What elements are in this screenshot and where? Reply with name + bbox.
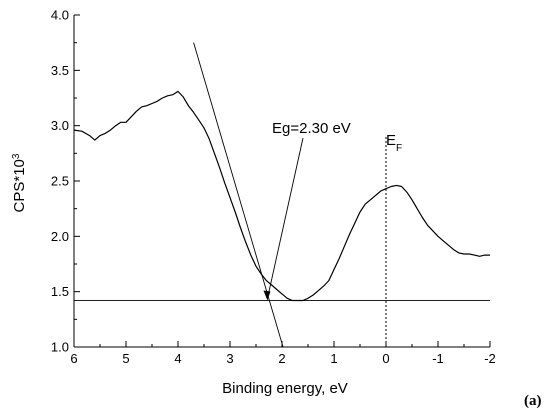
eg-arrow-head xyxy=(263,290,271,301)
x-tick-label: 0 xyxy=(382,351,389,366)
y-tick-label: 1.5 xyxy=(51,284,69,299)
eg-arrow-line xyxy=(267,137,304,299)
y-axis-title-text: CPS*10 xyxy=(11,159,28,212)
x-tick-label: -2 xyxy=(484,351,496,366)
plot-area: 6 5 4 3 2 1 0 -1 -2 1.0 1.5 2.0 2.5 3.0 3.5 4.0 xyxy=(51,8,496,367)
y-tick-label: 3.0 xyxy=(51,118,69,133)
y-axis-title: CPS*103 xyxy=(11,153,29,212)
tangent-line xyxy=(193,42,284,348)
x-tick-label: 4 xyxy=(174,351,181,366)
y-tick-label: 1.0 xyxy=(51,340,69,355)
y-axis-title-superscript: 3 xyxy=(11,153,22,159)
x-tick-label: 6 xyxy=(70,351,77,366)
x-tick-label: 3 xyxy=(226,351,233,366)
y-tick-label: 4.0 xyxy=(51,8,69,23)
ef-label: EF xyxy=(386,132,402,154)
eg-label: Eg=2.30 eV xyxy=(272,120,351,137)
ef-label-text: E xyxy=(386,132,396,149)
x-tick-label: 5 xyxy=(122,351,129,366)
y-tick-label: 2.0 xyxy=(51,229,69,244)
svg-text:CPS*103: CPS*103 xyxy=(11,153,29,212)
x-tick-label: 2 xyxy=(278,351,285,366)
series-line-0 xyxy=(73,90,490,302)
x-axis-title: Binding energy, eV xyxy=(222,380,348,397)
y-tick-label: 2.5 xyxy=(51,174,69,189)
y-tick-label: 3.5 xyxy=(51,63,69,78)
x-tick-label: -1 xyxy=(432,351,444,366)
ef-label-subscript: F xyxy=(396,143,402,154)
x-tick-label: 1 xyxy=(330,351,337,366)
panel-label: (a) xyxy=(524,393,542,409)
